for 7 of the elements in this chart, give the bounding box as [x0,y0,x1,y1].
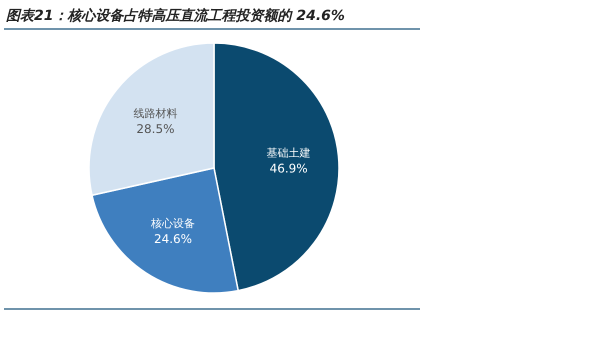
data-label: 46.9% [270,162,308,176]
data-label: 28.5% [136,122,175,136]
slice-label: 线路材料 [133,107,178,120]
data-label: 24.6% [154,232,192,246]
slice-label: 核心设备 [150,216,196,230]
slice-label: 基础土建 [266,146,311,160]
chart-title: 图表21：核心设备占特高压直流工程投资额的 24.6% [6,7,345,24]
